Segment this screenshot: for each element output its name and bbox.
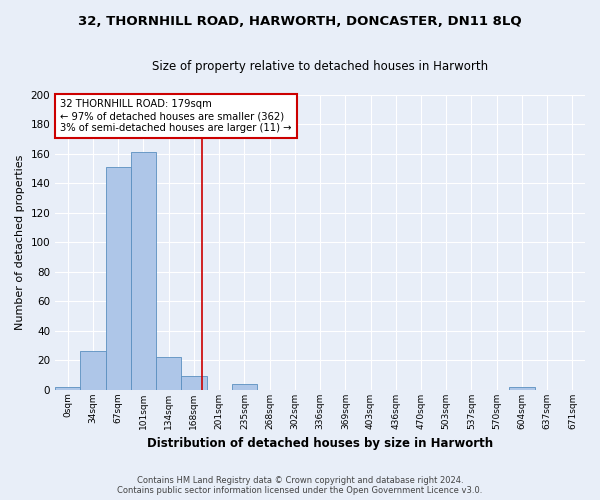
Bar [509, 386, 535, 390]
Title: Size of property relative to detached houses in Harworth: Size of property relative to detached ho… [152, 60, 488, 73]
Text: Contains HM Land Registry data © Crown copyright and database right 2024.
Contai: Contains HM Land Registry data © Crown c… [118, 476, 482, 495]
Y-axis label: Number of detached properties: Number of detached properties [15, 154, 25, 330]
Bar [55, 386, 80, 390]
Text: 32 THORNHILL ROAD: 179sqm
← 97% of detached houses are smaller (362)
3% of semi-: 32 THORNHILL ROAD: 179sqm ← 97% of detac… [61, 100, 292, 132]
Bar [181, 376, 206, 390]
Bar [80, 351, 106, 390]
Bar [232, 384, 257, 390]
Bar [131, 152, 156, 390]
Text: 32, THORNHILL ROAD, HARWORTH, DONCASTER, DN11 8LQ: 32, THORNHILL ROAD, HARWORTH, DONCASTER,… [78, 15, 522, 28]
Bar [156, 357, 181, 390]
X-axis label: Distribution of detached houses by size in Harworth: Distribution of detached houses by size … [147, 437, 493, 450]
Bar [106, 167, 131, 390]
